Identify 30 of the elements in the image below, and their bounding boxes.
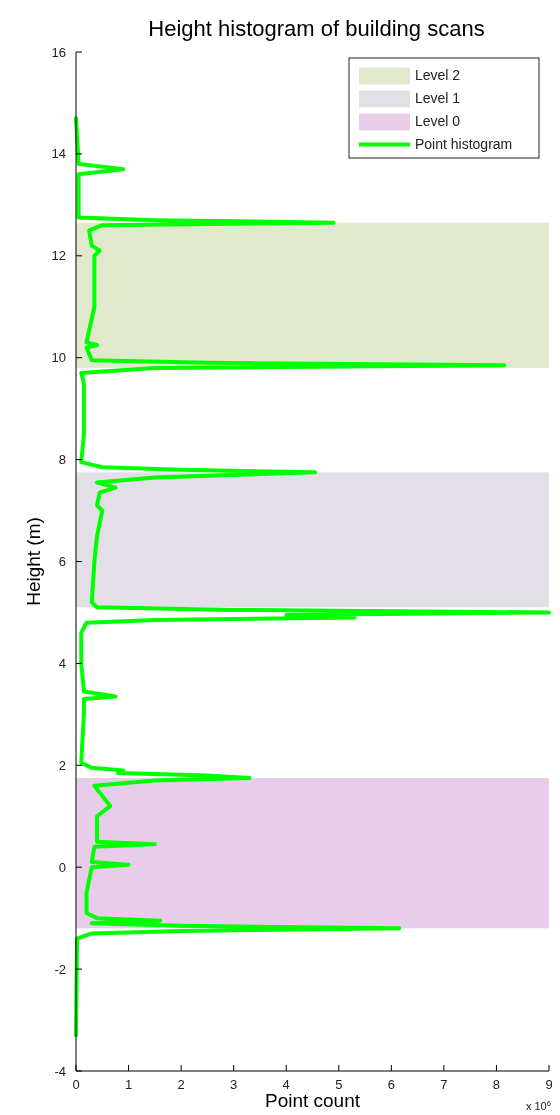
legend-label: Point histogram: [415, 136, 513, 153]
y-tick-label: 6: [58, 554, 66, 570]
chart-title: Height histogram of building scans: [148, 16, 485, 41]
y-tick-label: -4: [54, 1063, 66, 1079]
x-tick-label: 6: [387, 1077, 395, 1092]
x-axis-title: Point count: [264, 1090, 361, 1111]
y-tick-label: 10: [51, 350, 66, 366]
x-tick-label: 9: [545, 1077, 553, 1092]
y-tick-label: 8: [58, 452, 66, 468]
x-tick-label: 1: [124, 1077, 133, 1092]
legend-label: Level 0: [415, 113, 461, 130]
line-series: [74, 116, 551, 1038]
x-tick-label: 4: [282, 1077, 290, 1092]
x-tick-label: 3: [230, 1077, 238, 1092]
x-tick-label: 7: [440, 1077, 448, 1092]
x-tick-label: 0: [72, 1077, 80, 1092]
y-axis-title: Height (m): [23, 517, 44, 606]
x-tick-label: 5: [335, 1077, 343, 1092]
y-tick-label: 14: [51, 146, 66, 162]
y-tick-label: 12: [51, 248, 66, 264]
y-tick-label: 16: [51, 44, 66, 60]
legend-label: Level 1: [415, 90, 461, 107]
y-tick-label: 2: [58, 757, 66, 773]
x-tick-label: 2: [177, 1077, 185, 1092]
x-tick-label: 8: [492, 1077, 501, 1092]
y-tick-label: 0: [58, 859, 66, 875]
text: x 10$^{6}$: [525, 1098, 551, 1112]
legend-label: Level 2: [415, 67, 461, 84]
y-tick-label: -2: [54, 961, 66, 977]
y-tick-label: 4: [58, 655, 66, 671]
